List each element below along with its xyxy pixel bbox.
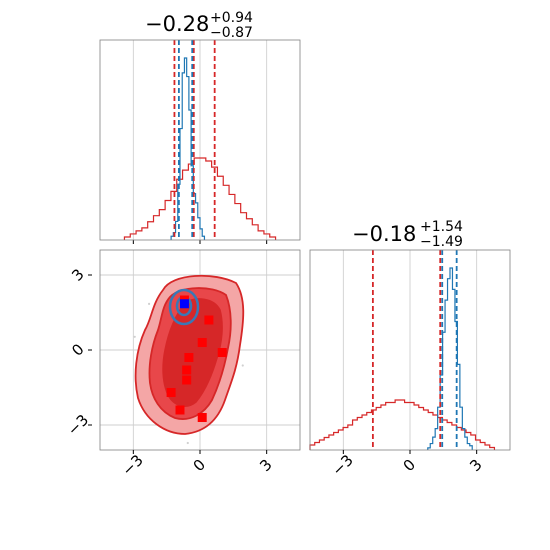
panel-2-points bbox=[166, 295, 227, 422]
panel-3-red-hist-line bbox=[309, 399, 496, 450]
red-point-7 bbox=[166, 388, 176, 397]
panel-3-grid bbox=[342, 250, 478, 450]
red-point-2 bbox=[197, 338, 207, 347]
panel-1-red-histogram bbox=[123, 157, 277, 240]
panel-1-grid bbox=[132, 40, 268, 240]
panel-3-blue-histogram bbox=[427, 267, 473, 450]
red-contour-inner bbox=[162, 298, 223, 407]
panel-1-frame bbox=[99, 39, 301, 241]
sample-dot bbox=[133, 335, 136, 338]
red-point-4 bbox=[184, 353, 194, 362]
blue-contour-outer bbox=[168, 288, 200, 326]
panel-1-title-lower: −0.87 bbox=[210, 25, 253, 41]
scatter-panel: −3 0 3−303 bbox=[64, 249, 301, 479]
red-point-8 bbox=[175, 405, 185, 415]
panel-3-blue-hist-line bbox=[427, 267, 473, 450]
red-point-3 bbox=[217, 348, 227, 357]
sample-dot bbox=[186, 441, 189, 445]
histogram-panel-param-2: −3 0 3 −0.18 +1.54 −1.49 bbox=[309, 219, 511, 479]
panel-1-blue-histogram bbox=[170, 57, 206, 240]
panel-3-title-upper: +1.54 bbox=[420, 219, 463, 235]
panel-3-quantile-lines bbox=[371, 250, 458, 450]
red-point-9 bbox=[197, 413, 207, 422]
panel-1-title-value: −0.28 bbox=[145, 12, 209, 36]
panel-1-blue-hist-line bbox=[170, 57, 206, 240]
blue-point bbox=[179, 299, 189, 309]
sample-dot bbox=[147, 302, 151, 306]
red-point-5 bbox=[182, 365, 192, 375]
panel-1-title-upper: +0.94 bbox=[210, 10, 253, 26]
panel-3-red-histogram bbox=[309, 399, 496, 450]
panel-3-title-lower: −1.49 bbox=[420, 234, 463, 250]
sample-dot bbox=[241, 364, 244, 367]
panel-1-red-hist-line bbox=[123, 157, 277, 240]
histogram-panel-param-1: −0.28 +0.94 −0.87 bbox=[99, 10, 301, 244]
panel-3-title-value: −0.18 bbox=[352, 222, 416, 246]
panel-1-quantile-lines bbox=[132, 40, 268, 244]
red-point-1 bbox=[204, 315, 214, 325]
red-point-6 bbox=[182, 375, 192, 385]
